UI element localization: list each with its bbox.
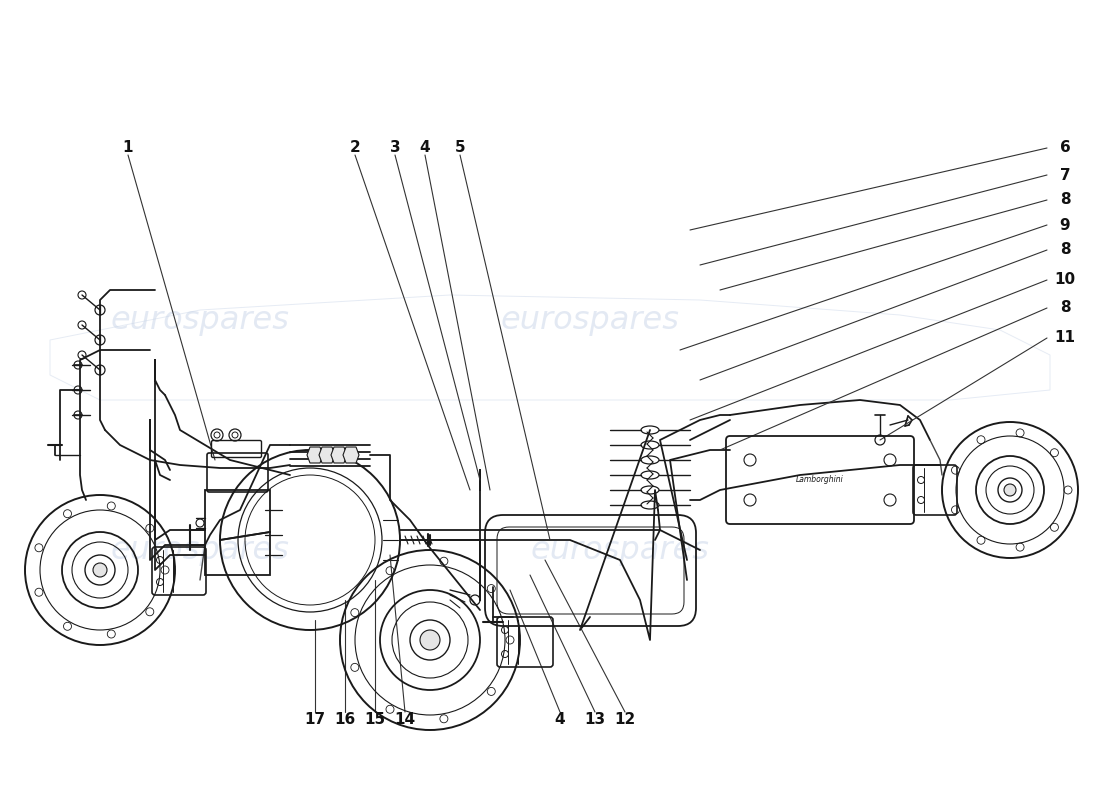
Polygon shape (343, 447, 359, 463)
Text: 14: 14 (395, 713, 416, 727)
Text: 1: 1 (123, 141, 133, 155)
Text: eurospares: eurospares (111, 534, 289, 566)
Text: 6: 6 (1059, 141, 1070, 155)
Text: 10: 10 (1055, 273, 1076, 287)
Text: 8: 8 (1059, 242, 1070, 258)
Text: 16: 16 (334, 713, 355, 727)
Text: Lamborghini: Lamborghini (796, 475, 844, 485)
Text: 8: 8 (1059, 193, 1070, 207)
Text: 3: 3 (389, 141, 400, 155)
Text: 4: 4 (554, 713, 565, 727)
Text: eurospares: eurospares (500, 305, 680, 335)
Text: 11: 11 (1055, 330, 1076, 346)
Text: 15: 15 (364, 713, 386, 727)
Text: 8: 8 (1059, 301, 1070, 315)
Text: 4: 4 (420, 141, 430, 155)
Polygon shape (331, 447, 346, 463)
Circle shape (420, 630, 440, 650)
Circle shape (94, 563, 107, 577)
Text: 17: 17 (305, 713, 326, 727)
Text: 5: 5 (454, 141, 465, 155)
Text: 9: 9 (1059, 218, 1070, 233)
Circle shape (1004, 484, 1016, 496)
Polygon shape (307, 447, 323, 463)
Text: 2: 2 (350, 141, 361, 155)
Text: 12: 12 (615, 713, 636, 727)
Text: 13: 13 (584, 713, 606, 727)
Polygon shape (319, 447, 336, 463)
Text: eurospares: eurospares (111, 305, 289, 335)
Text: 7: 7 (1059, 167, 1070, 182)
Text: eurospares: eurospares (530, 534, 710, 566)
